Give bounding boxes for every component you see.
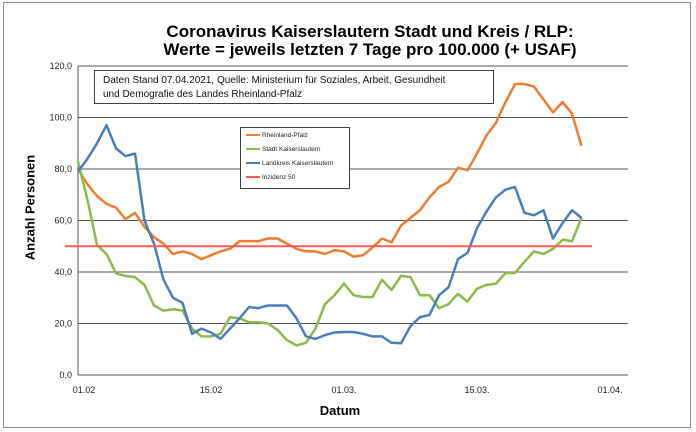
legend-swatch bbox=[246, 148, 260, 150]
x-axis-label: Datum bbox=[319, 403, 361, 418]
series-line-landkreis-kaiserslautern bbox=[76, 123, 583, 345]
legend-swatch bbox=[246, 134, 260, 136]
source-note-line1: Daten Stand 07.04.2021, Quelle: Minister… bbox=[103, 75, 446, 86]
legend-label: Inzidenz 50 bbox=[262, 173, 296, 181]
series-line-stadt-kaiserslautern bbox=[76, 161, 583, 347]
y-tick-label: 120,0 bbox=[49, 61, 72, 71]
legend-label: Stadt Kaiserslautern bbox=[262, 145, 321, 153]
legend-item-rlp: Rheinland-Pfalz bbox=[246, 130, 308, 140]
y-tick-label: 40,0 bbox=[54, 267, 72, 277]
legend-item-inzidenz: Inzidenz 50 bbox=[246, 172, 295, 182]
legend-label: Rheinland-Pfalz bbox=[262, 131, 308, 139]
legend-item-landkreis: Landkreis Kaiserslautern bbox=[246, 158, 334, 168]
x-tick-label: 15.02 bbox=[200, 385, 223, 395]
source-note-line2: und Demografie des Landes Rheinland-Pfal… bbox=[103, 89, 303, 100]
chart-title: Coronavirus Kaiserslautern Stadt und Kre… bbox=[166, 22, 574, 41]
y-tick-label: 60,0 bbox=[54, 216, 72, 226]
source-note: Daten Stand 07.04.2021, Quelle: Minister… bbox=[94, 70, 494, 104]
y-axis-label: Anzahl Personen bbox=[22, 154, 38, 261]
x-tick-label: 01.04. bbox=[597, 385, 622, 395]
y-tick-label: 100,0 bbox=[49, 113, 72, 123]
y-tick-label: 20,0 bbox=[54, 319, 72, 329]
legend-item-stadt: Stadt Kaiserslautern bbox=[246, 144, 321, 154]
x-tick-label: 01.03. bbox=[331, 385, 356, 395]
legend-swatch bbox=[246, 176, 260, 178]
chart-frame bbox=[3, 2, 691, 428]
series-line-rheinland-pfalz bbox=[76, 82, 583, 261]
y-tick-label: 80,0 bbox=[54, 164, 72, 174]
legend-label: Landkreis Kaiserslautern bbox=[262, 159, 334, 167]
legend-swatch bbox=[246, 162, 260, 164]
legend: Rheinland-Pfalz Stadt Kaiserslautern Lan… bbox=[240, 127, 350, 189]
chart-subtitle: Werte = jeweils letzten 7 Tage pro 100.0… bbox=[163, 40, 577, 59]
y-tick-label: 0,0 bbox=[59, 370, 72, 380]
x-tick-label: 15.03. bbox=[464, 385, 489, 395]
x-tick-label: 01.02 bbox=[73, 385, 96, 395]
